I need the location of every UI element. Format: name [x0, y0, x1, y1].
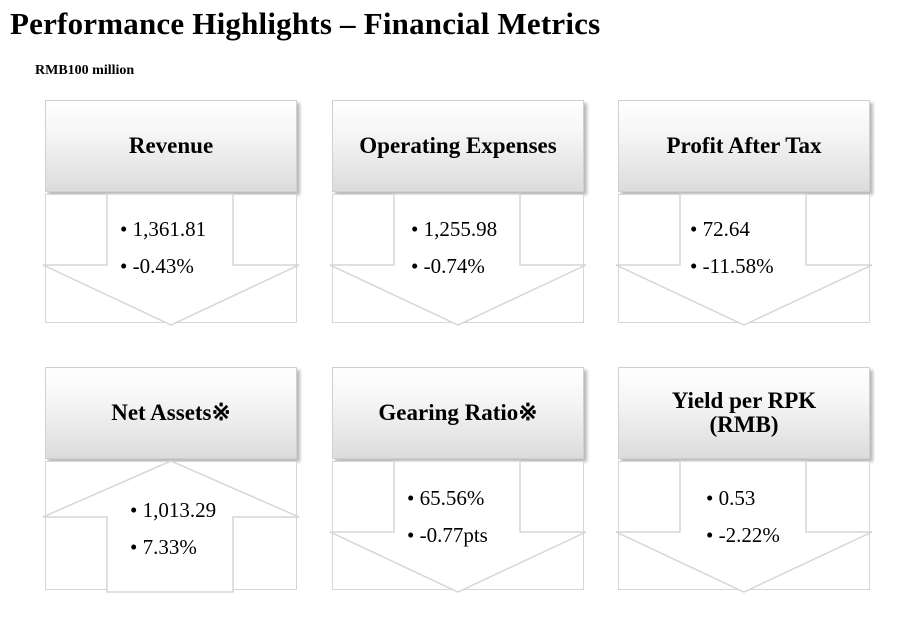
down-arrow-icon — [615, 193, 873, 326]
card-body: • 0.53 • -2.22% — [615, 460, 873, 593]
metric-change: • -0.77pts — [407, 523, 488, 547]
metric-card-yield-per-rpk: Yield per RPK (RMB) • 0.53 • -2.22% — [615, 367, 873, 593]
down-arrow-icon — [42, 193, 300, 326]
metric-change: • -2.22% — [706, 523, 780, 547]
card-title: Operating Expenses — [332, 100, 584, 192]
card-body: • 1,361.81 • -0.43% — [42, 193, 300, 326]
up-arrow-icon — [42, 460, 300, 593]
card-body: • 65.56% • -0.77pts — [329, 460, 587, 593]
metric-change: • 7.33% — [130, 535, 197, 559]
metric-value: • 72.64 — [690, 217, 750, 241]
metric-value: • 1,361.81 — [120, 217, 207, 241]
card-title: Yield per RPK (RMB) — [618, 367, 870, 459]
card-title: Revenue — [45, 100, 297, 192]
metric-change: • -11.58% — [690, 254, 774, 278]
down-arrow-icon — [615, 460, 873, 593]
metric-value: • 0.53 — [706, 486, 756, 510]
metric-value: • 65.56% — [407, 486, 485, 510]
card-title: Gearing Ratio※ — [332, 367, 584, 459]
metric-change: • -0.74% — [411, 254, 485, 278]
card-body: • 1,255.98 • -0.74% — [329, 193, 587, 326]
page-title: Performance Highlights – Financial Metri… — [10, 6, 601, 41]
card-body: • 72.64 • -11.58% — [615, 193, 873, 326]
metric-value: • 1,013.29 — [130, 498, 217, 522]
metric-card-revenue: Revenue • 1,361.81 • -0.43% — [42, 100, 300, 326]
card-title: Profit After Tax — [618, 100, 870, 192]
card-title: Net Assets※ — [45, 367, 297, 459]
metric-value: • 1,255.98 — [411, 217, 498, 241]
metric-card-profit-after-tax: Profit After Tax • 72.64 • -11.58% — [615, 100, 873, 326]
unit-label: RMB100 million — [35, 63, 135, 78]
card-body: • 1,013.29 • 7.33% — [42, 460, 300, 593]
metric-card-operating-expenses: Operating Expenses • 1,255.98 • -0.74% — [329, 100, 587, 326]
metric-card-gearing-ratio: Gearing Ratio※ • 65.56% • -0.77pts — [329, 367, 587, 593]
down-arrow-icon — [329, 460, 587, 593]
metric-change: • -0.43% — [120, 254, 194, 278]
metric-card-net-assets: Net Assets※ • 1,013.29 • 7.33% — [42, 367, 300, 593]
down-arrow-icon — [329, 193, 587, 326]
